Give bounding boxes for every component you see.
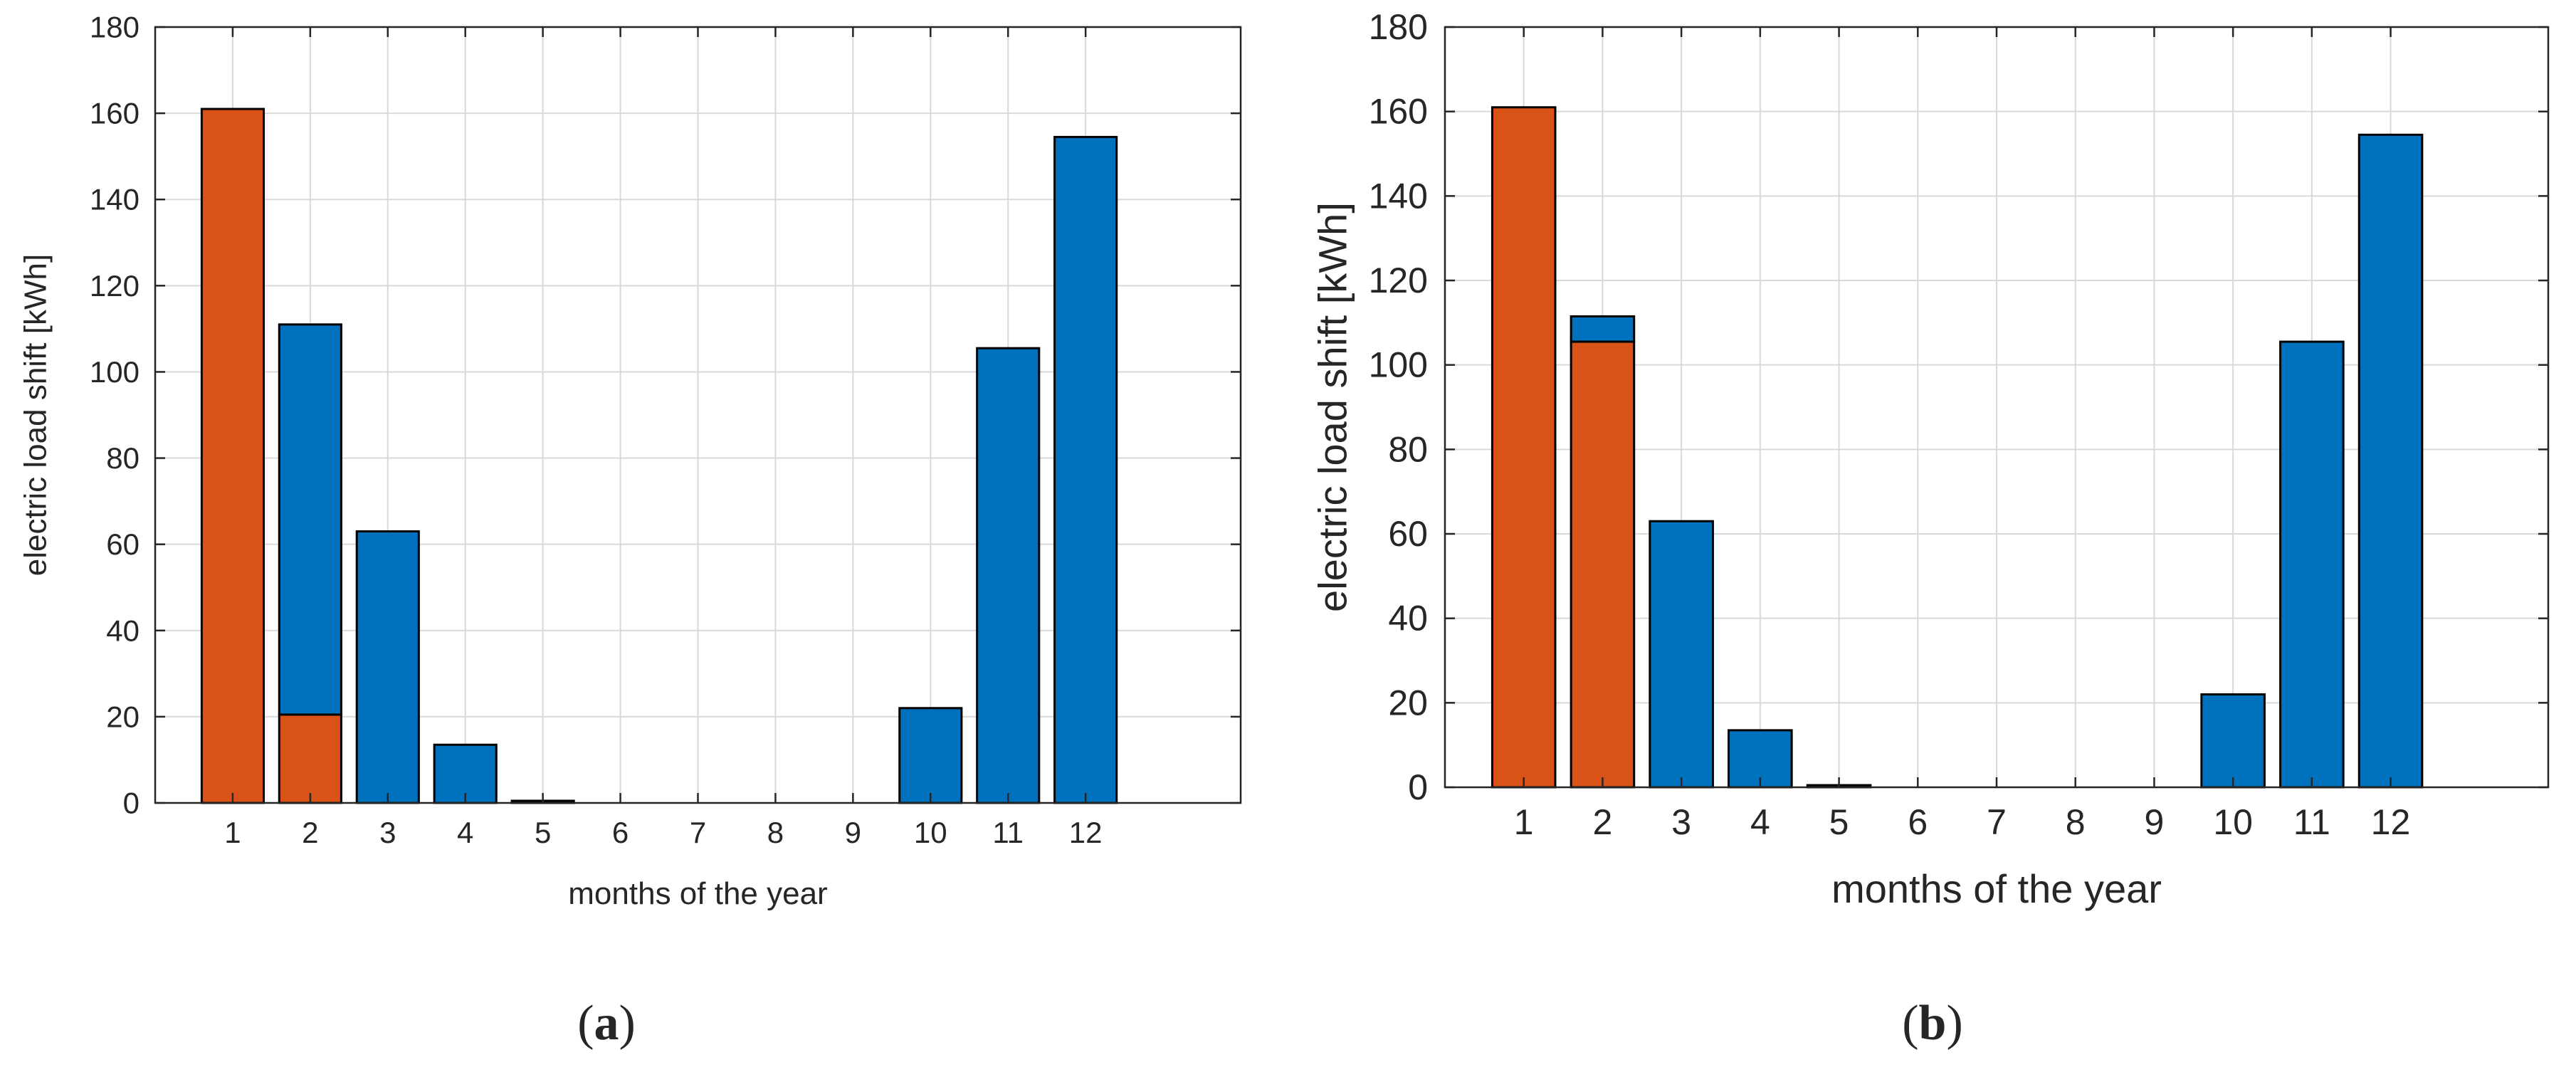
y-tick-label: 120: [90, 269, 140, 303]
bars: [1491, 106, 2424, 789]
y-tick-label: 180: [90, 11, 140, 44]
bar-blue-month-2: [278, 323, 342, 716]
x-tick-label: 8: [2066, 802, 2086, 842]
x-tick-label: 5: [535, 816, 551, 849]
x-tick-label: 10: [914, 816, 947, 849]
y-tick-label: 80: [106, 441, 140, 475]
y-tick-label: 100: [1369, 345, 1428, 385]
y-tick-label: 160: [90, 97, 140, 130]
x-tick-label: 12: [1069, 816, 1103, 849]
bar-orange-month-2: [1570, 340, 1636, 789]
x-tick-label: 7: [690, 816, 706, 849]
x-tick-label: 2: [1593, 802, 1613, 842]
x-tick-label: 9: [845, 816, 861, 849]
x-tick-label: 11: [2293, 802, 2330, 842]
bar-blue-month-11: [2279, 340, 2345, 789]
bar-blue-month-10: [898, 707, 963, 804]
y-tick-label: 0: [123, 787, 140, 820]
x-tick-label: 5: [1829, 802, 1849, 842]
y-axis-label: electric load shift [kWh]: [19, 254, 53, 576]
y-tick-label: 60: [106, 527, 140, 561]
bar-blue-month-3: [355, 530, 420, 804]
x-tick-label: 3: [379, 816, 396, 849]
bar-orange-month-2: [278, 713, 342, 804]
x-tick-label: 11: [992, 816, 1024, 849]
x-tick-label: 1: [1514, 802, 1534, 842]
panel-a-caption: (a): [577, 996, 636, 1051]
y-tick-label: 80: [1388, 429, 1428, 469]
y-tick-label: 100: [90, 355, 140, 389]
x-tick-label: 4: [457, 816, 473, 849]
x-tick-label: 3: [1671, 802, 1691, 842]
x-tick-label: 4: [1750, 802, 1770, 842]
bar-blue-month-12: [1053, 135, 1118, 804]
bar-orange-month-1: [1491, 106, 1557, 789]
panel-b-caption: (b): [1902, 996, 1963, 1051]
x-axis-label: months of the year: [1831, 866, 2162, 911]
x-tick-label: 8: [767, 816, 784, 849]
y-axis-label: electric load shift [kWh]: [1310, 202, 1355, 612]
y-tick-label: 0: [1408, 767, 1428, 807]
y-tick-label: 40: [1388, 599, 1428, 639]
y-tick-label: 40: [106, 614, 140, 647]
x-tick-label: 12: [2371, 802, 2411, 842]
y-tick-label: 20: [106, 700, 140, 733]
y-tick-label: 60: [1388, 514, 1428, 554]
bar-orange-month-1: [200, 107, 266, 804]
bar-blue-month-10: [2200, 693, 2266, 789]
x-tick-label: 2: [302, 816, 318, 849]
x-tick-label: 6: [612, 816, 629, 849]
x-tick-label: 1: [224, 816, 241, 849]
bar-blue-month-11: [976, 347, 1041, 804]
x-axis-label: months of the year: [568, 876, 827, 911]
y-tick-label: 140: [90, 183, 140, 216]
x-tick-label: 10: [2213, 802, 2253, 842]
y-tick-label: 120: [1369, 261, 1428, 300]
bar-blue-month-2: [1570, 315, 1636, 343]
bar-blue-month-12: [2357, 133, 2424, 789]
x-tick-label: 7: [1987, 802, 2007, 842]
y-tick-label: 20: [1388, 683, 1428, 722]
bar-blue-month-3: [1649, 520, 1714, 789]
y-tick-label: 180: [1369, 7, 1428, 47]
y-tick-label: 140: [1369, 176, 1428, 216]
y-tick-label: 160: [1369, 92, 1428, 132]
x-tick-label: 6: [1908, 802, 1928, 842]
bars: [200, 107, 1118, 804]
x-tick-label: 9: [2145, 802, 2165, 842]
